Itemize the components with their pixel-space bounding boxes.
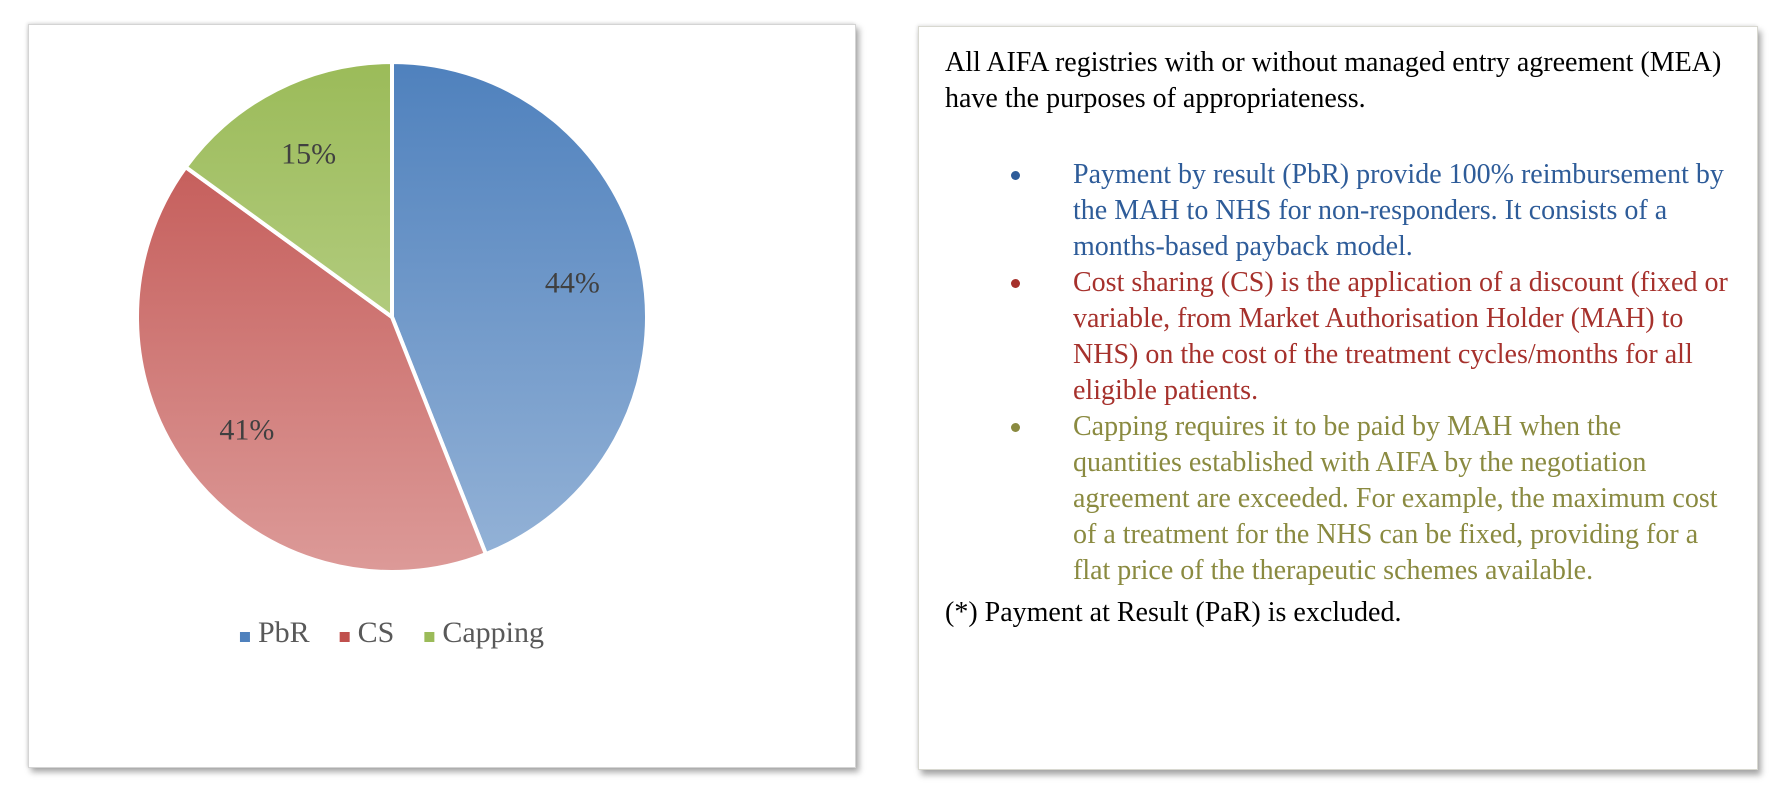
bullet-list: Payment by result (PbR) provide 100% rei… — [945, 157, 1737, 589]
legend-swatch-pbr — [239, 632, 250, 642]
legend-label-capping: Capping — [442, 616, 544, 649]
pie-chart-panel: 44% 41% 15% PbR CS Capping — [28, 24, 856, 768]
bullet-item-capping: Capping requires it to be paid by MAH wh… — [945, 409, 1737, 589]
footnote-text: (*) Payment at Result (PaR) is excluded. — [945, 597, 1402, 628]
bullet-text-pbr: Payment by result (PbR) provide 100% rei… — [1073, 159, 1724, 262]
pie-slice-pbr — [390, 60, 649, 557]
pie-data-labels: 44% 41% 15% — [219, 137, 599, 446]
pie-chart: 44% 41% 15% PbR CS Capping — [135, 60, 649, 649]
data-label-cs: 41% — [219, 414, 274, 447]
intro-text: All AIFA registries with or without mana… — [945, 47, 1722, 114]
bullet-dot-icon — [1011, 171, 1020, 180]
chart-legend: PbR CS Capping — [239, 616, 544, 649]
description-panel: All AIFA registries with or without mana… — [918, 26, 1758, 770]
data-label-capping: 15% — [281, 137, 336, 170]
legend-swatch-capping — [424, 632, 435, 642]
bullet-text-cs: Cost sharing (CS) is the application of … — [1073, 267, 1728, 406]
bullet-text-capping: Capping requires it to be paid by MAH wh… — [1073, 411, 1718, 586]
pie-slice-capping — [183, 60, 394, 319]
legend-label-pbr: PbR — [258, 616, 310, 649]
pie-slice-cs — [135, 165, 488, 574]
pie-slices — [135, 60, 649, 574]
data-label-pbr: 44% — [545, 267, 600, 300]
bullet-dot-icon — [1011, 423, 1020, 432]
legend-label-cs: CS — [358, 616, 395, 649]
legend-swatch-cs — [339, 632, 350, 642]
bullet-item-cs: Cost sharing (CS) is the application of … — [945, 265, 1737, 409]
bullet-dot-icon — [1011, 279, 1020, 288]
bullet-item-pbr: Payment by result (PbR) provide 100% rei… — [945, 157, 1737, 265]
